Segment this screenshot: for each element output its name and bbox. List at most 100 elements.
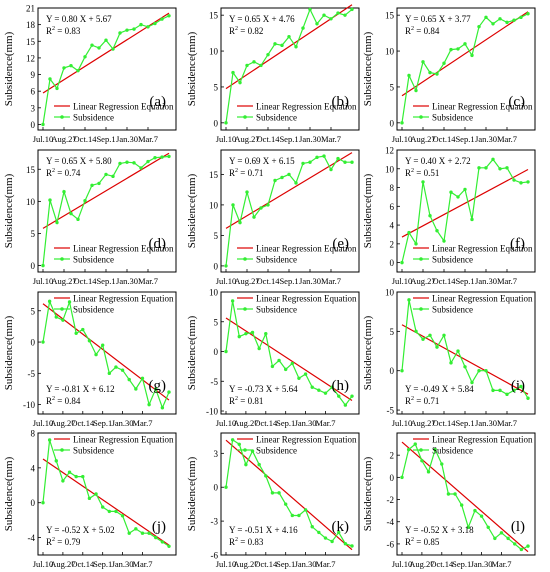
x-tick-label: Mar.7	[138, 134, 158, 144]
x-tick-label: Mar.7	[315, 559, 335, 569]
y-tick-label: -3	[211, 517, 219, 527]
subsidence-point	[498, 167, 502, 171]
panel-label: (d)	[149, 236, 167, 252]
subsidence-point	[484, 166, 488, 170]
subsidence-point	[224, 121, 228, 125]
r-squared-symbol: R	[46, 26, 52, 36]
subsidence-point	[146, 25, 150, 29]
x-tick-label: Aug.27	[410, 134, 435, 144]
y-axis-label: Subsidence(mm)	[3, 31, 15, 106]
y-tick-label: 0	[390, 366, 395, 376]
subsidence-point	[463, 365, 467, 369]
legend-subsidence-label: Subsidence	[256, 113, 297, 123]
y-tick-label: -10	[206, 407, 218, 417]
y-tick-label: 0	[214, 261, 219, 271]
subsidence-point	[160, 406, 165, 410]
x-tick-label: Oct.14	[257, 276, 281, 286]
x-tick-label: Jul.10	[33, 276, 54, 286]
x-tick-label: Mar.7	[132, 418, 152, 428]
y-axis-label: Subsidence(mm)	[186, 31, 198, 106]
legend-regression-label: Linear Regression Equation	[73, 244, 174, 254]
regression-line	[225, 439, 353, 551]
subsidence-point	[435, 345, 439, 349]
subsidence-point	[413, 442, 417, 446]
x-tick-label: Sep.1	[279, 276, 298, 286]
regression-equation: Y = 0.65 X + 5.80	[46, 156, 112, 166]
subsidence-point	[519, 181, 523, 185]
subsidence-point	[449, 190, 453, 194]
r-squared: R2 = 0.83	[229, 537, 264, 547]
subsidence-point	[310, 525, 314, 529]
y-tick-label: 5	[214, 317, 219, 327]
legend-subsidence-label: Subsidence	[73, 255, 114, 265]
regression-line	[225, 152, 353, 229]
r-squared-value: = 0.71	[414, 396, 439, 406]
legend-regression-label: Linear Regression Equation	[432, 244, 533, 254]
x-tick-label: Jan.30	[112, 418, 134, 428]
y-tick-label: -2	[387, 495, 395, 505]
subsidence-point	[76, 68, 80, 73]
y-tick-label: 0	[390, 473, 395, 483]
r-squared-exponent: 2	[52, 537, 55, 543]
subsidence-point	[277, 491, 281, 495]
subsidence-point	[61, 479, 65, 483]
subsidence-point	[456, 47, 460, 51]
subsidence-point	[337, 530, 341, 535]
y-tick-label: 0	[214, 483, 219, 493]
x-tick-label: Oct.14	[433, 418, 457, 428]
r-squared-value: = 0.83	[238, 537, 264, 547]
subsidence-point	[270, 364, 275, 369]
subsidence-point	[400, 475, 404, 480]
x-tick-label: Mar.7	[497, 276, 517, 286]
subsidence-point	[435, 229, 439, 233]
subsidence-point	[303, 372, 308, 376]
subsidence-point	[160, 17, 164, 21]
r-squared-symbol: R	[229, 26, 235, 36]
x-tick-label: Mar.7	[321, 134, 341, 144]
y-tick-label: 5	[31, 229, 36, 239]
subsidence-point	[420, 459, 424, 463]
r-squared: R2 = 0.83	[46, 26, 81, 36]
r-squared-value: = 0.51	[414, 168, 439, 178]
y-tick-label: 10	[385, 47, 395, 57]
r-squared-exponent: 2	[235, 26, 238, 32]
subsidence-point	[498, 17, 502, 21]
subsidence-point	[266, 203, 270, 207]
subsidence-point	[107, 371, 112, 376]
x-tick-label: Sep.1	[276, 559, 295, 569]
subsidence-point	[245, 63, 249, 68]
subsidence-point	[463, 42, 467, 46]
subsidence-line	[42, 299, 170, 410]
r-squared: R2 = 0.81	[229, 396, 263, 406]
subsidence-point	[153, 21, 157, 26]
y-tick-label: 3	[214, 449, 219, 459]
x-tick-label: Jul.10	[392, 559, 413, 569]
subsidence-point	[280, 43, 284, 48]
subsidence-point	[526, 544, 530, 548]
y-tick-label: 10	[385, 164, 395, 174]
y-tick-label: 4	[31, 463, 36, 473]
regression-line	[401, 324, 529, 395]
subsidence-point	[449, 47, 453, 52]
subsidence-point	[484, 369, 488, 373]
subsidence-point	[154, 387, 158, 391]
subsidence-point	[111, 174, 115, 179]
y-tick-label: -6	[211, 551, 219, 561]
subsidence-point	[512, 388, 516, 393]
subsidence-point	[280, 175, 284, 180]
regression-equation: Y = 0.69 X + 6.15	[229, 156, 295, 166]
subsidence-point	[41, 263, 45, 268]
subsidence-point	[491, 22, 495, 26]
subsidence-point	[47, 299, 52, 304]
x-tick-label: Sep.1	[455, 276, 474, 286]
panel-label: (e)	[332, 236, 349, 252]
x-tick-label: Oct.14	[74, 134, 98, 144]
subsidence-point	[127, 531, 131, 535]
subsidence-point	[224, 485, 228, 489]
x-tick-label: Aug.27	[50, 559, 75, 569]
legend-subsidence-marker	[60, 115, 64, 119]
subsidence-point	[224, 349, 228, 354]
subsidence-point	[97, 46, 101, 50]
